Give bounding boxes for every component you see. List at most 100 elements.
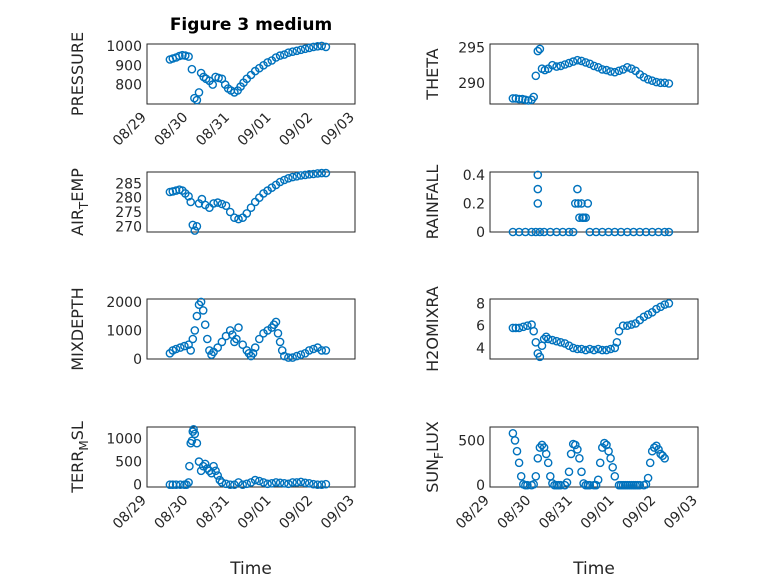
data-point [575, 453, 584, 463]
data-point [571, 199, 580, 208]
data-point [192, 311, 202, 321]
subplot-8: 0 500 08/29 08/30 08/31 09/01 09/02 09/03 SUNFLU… [423, 421, 701, 532]
data-point [556, 61, 566, 71]
y-tick-label: 275 [115, 205, 142, 221]
data-point [215, 475, 225, 485]
data-point [208, 80, 217, 89]
data-point [188, 220, 198, 230]
data-point [560, 60, 570, 69]
data-point [562, 478, 572, 487]
data-point [568, 57, 578, 66]
data-point [292, 46, 302, 56]
data-point [623, 63, 632, 72]
data-point [508, 227, 518, 237]
data-point [610, 343, 620, 353]
data-point [639, 72, 649, 82]
y-tick-label: 0 [476, 478, 485, 494]
subplot-4: 0 0.2 0.4 RAINFALL [423, 165, 699, 241]
data-point [271, 317, 281, 327]
data-point [573, 344, 582, 354]
data-point [190, 226, 200, 235]
data-point [647, 227, 657, 237]
y-tick-label: 0 [476, 225, 485, 241]
data-point [190, 93, 199, 103]
data-point [602, 345, 611, 355]
data-point [635, 227, 645, 237]
data-point [560, 339, 570, 348]
data-point [192, 438, 202, 448]
data-point [564, 467, 574, 477]
data-point [581, 58, 591, 67]
data-point [284, 173, 293, 183]
data-point [581, 345, 591, 355]
data-point [271, 53, 281, 62]
data-point [309, 479, 318, 489]
data-point [198, 306, 208, 315]
x-tick-label: 08/30 [495, 493, 535, 533]
figure-title: Figure 3 medium [170, 15, 332, 35]
data-point [552, 62, 561, 71]
data-point [529, 326, 539, 336]
data-point [577, 56, 586, 66]
data-point [643, 75, 653, 84]
data-point [192, 95, 202, 105]
x-tick-label: 08/29 [453, 493, 493, 533]
data-point [273, 328, 283, 338]
data-point [263, 479, 272, 489]
x-tick-label: 09/03 [318, 493, 358, 533]
data-point [196, 297, 206, 307]
data-point [508, 323, 518, 333]
data-point [510, 436, 520, 445]
data-point [577, 344, 586, 354]
data-point [645, 458, 655, 468]
data-point [531, 471, 541, 481]
data-point [546, 227, 555, 237]
x-tick-label: 08/30 [152, 110, 192, 150]
x-tick-label: 08/31 [193, 493, 233, 533]
data-point [288, 47, 297, 57]
data-point [652, 77, 661, 87]
data-point [585, 480, 595, 490]
data-point [593, 344, 603, 354]
data-point [652, 304, 661, 314]
data-point [575, 213, 584, 222]
y-tick-label: 270 [115, 219, 142, 235]
data-point [190, 326, 200, 335]
data-point [612, 337, 622, 347]
data-point [606, 453, 615, 463]
data-point [585, 59, 595, 69]
data-point [277, 346, 287, 355]
x-tick-label: 08/29 [110, 110, 150, 150]
data-point [660, 300, 670, 309]
data-point [321, 168, 331, 178]
x-tick-label: 09/02 [276, 493, 316, 533]
data-point [552, 336, 561, 346]
x-tick-label: 08/30 [152, 493, 192, 533]
data-point [660, 453, 670, 463]
y-axis-label: SUNFLUX [423, 421, 446, 493]
y-tick-label: 0 [133, 352, 142, 368]
data-point [539, 227, 549, 237]
data-point [205, 466, 214, 476]
data-point [573, 55, 582, 65]
data-point [656, 302, 665, 312]
y-axis-label: AIRTEMP [68, 168, 91, 236]
data-point [309, 344, 318, 354]
axes-frame [146, 426, 356, 488]
y-axis-label: RAINFALL [423, 165, 442, 240]
y-tick-label: 500 [115, 455, 142, 471]
data-point [250, 343, 260, 352]
data-point [627, 320, 636, 329]
data-point [225, 480, 235, 490]
data-point [566, 449, 576, 459]
data-point [248, 348, 258, 358]
data-point [539, 334, 549, 344]
x-tick-label: 09/03 [318, 110, 358, 150]
y-tick-label: 0.2 [463, 196, 485, 212]
data-point [589, 345, 599, 355]
x-tick-label: 09/02 [276, 110, 316, 150]
y-axis-label: TERRMSL [68, 421, 91, 494]
data-point [564, 58, 574, 68]
data-point [234, 214, 243, 224]
